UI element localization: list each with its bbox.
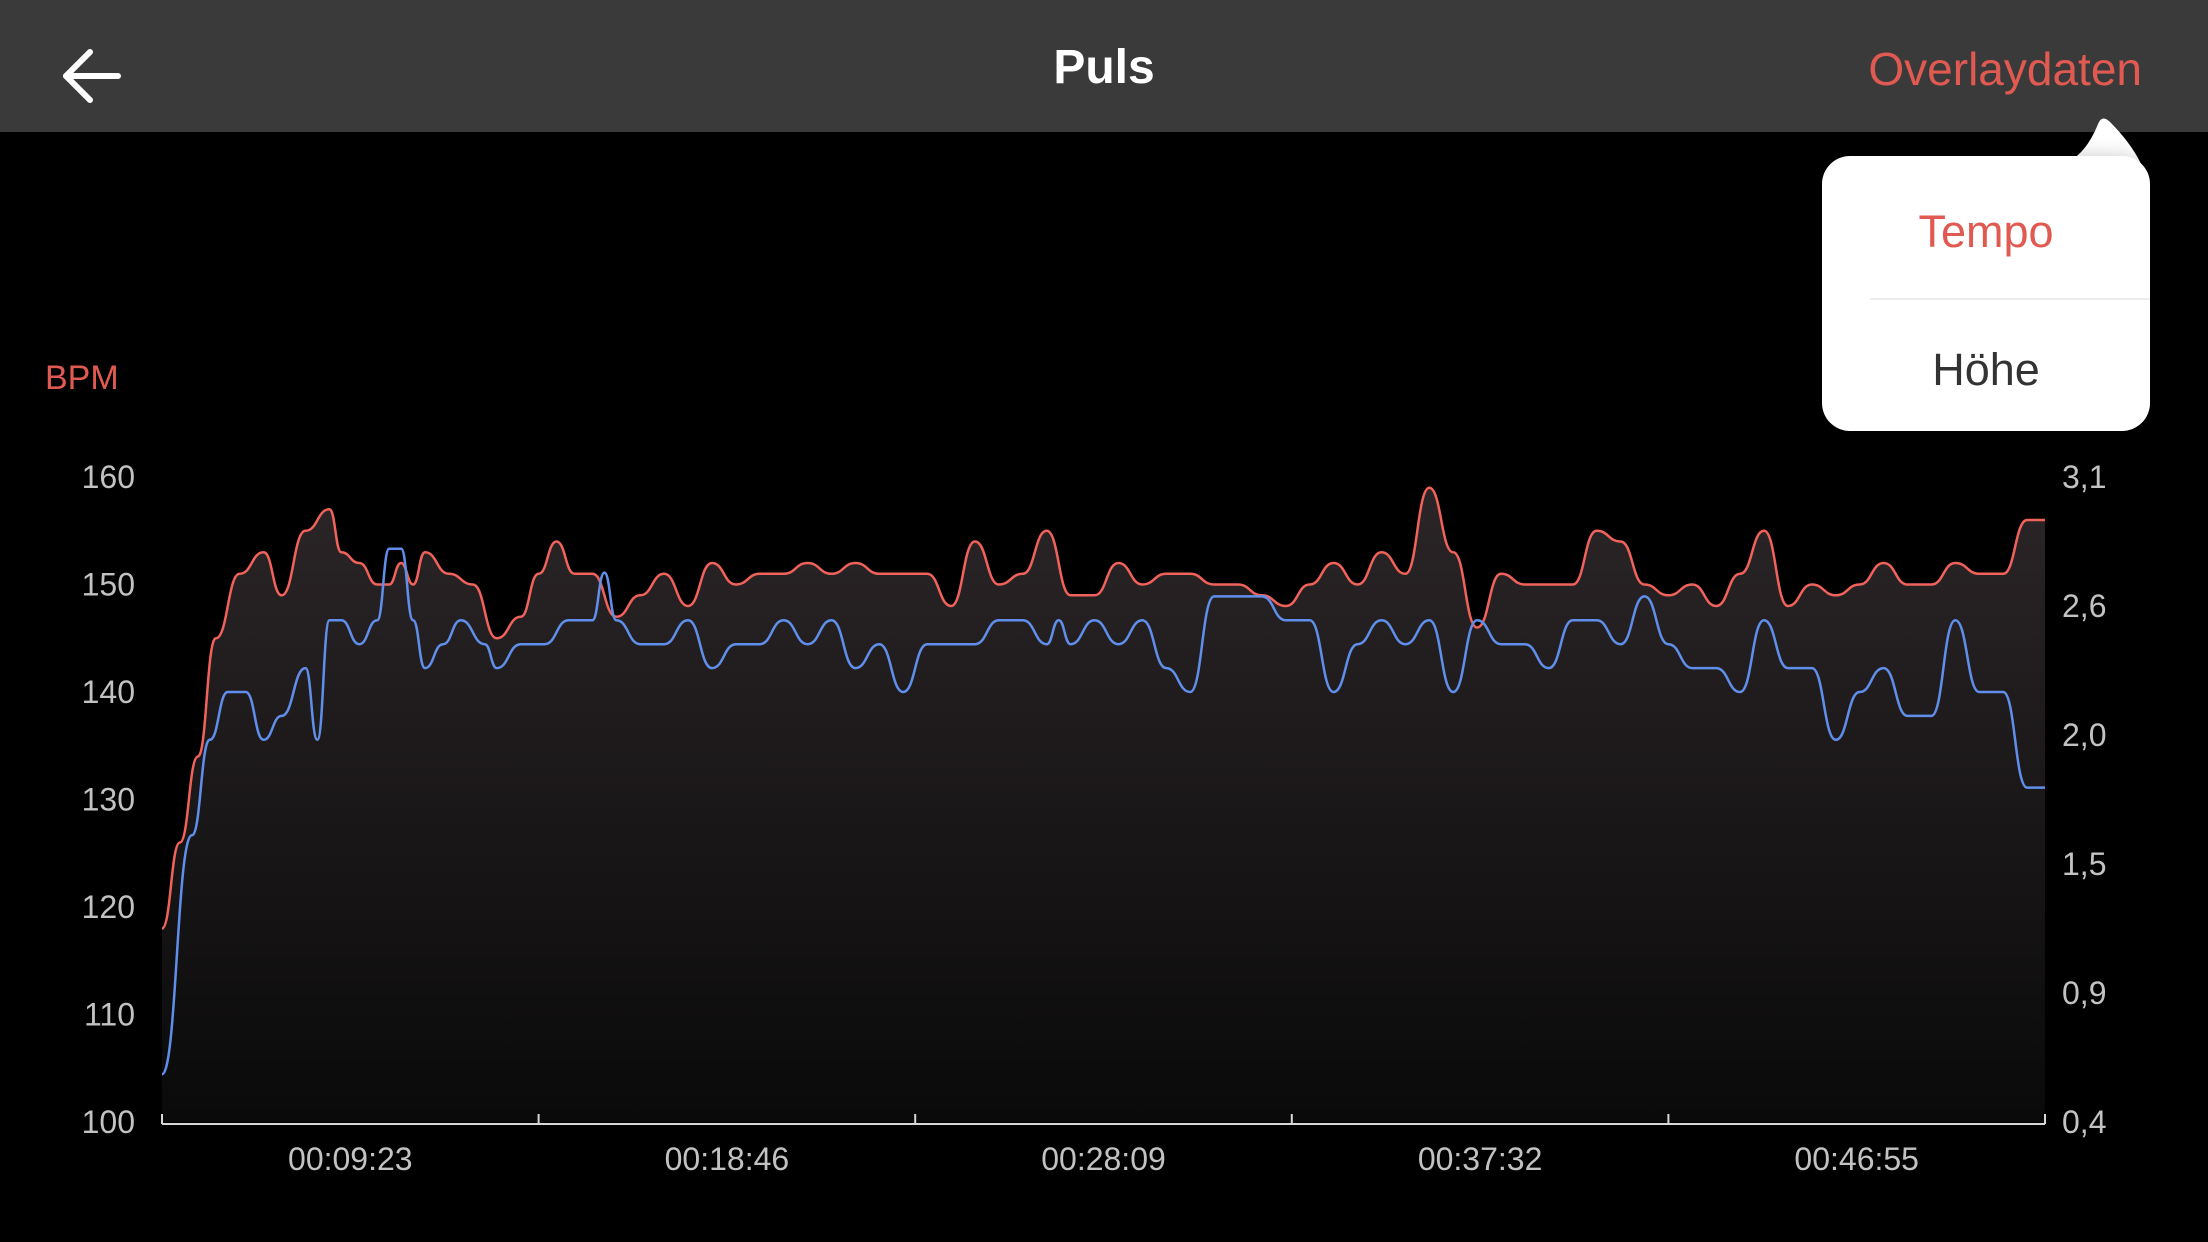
x-tick-label: 00:18:46 <box>665 1141 790 1177</box>
y-right-tick-label: 2,6 <box>2062 588 2106 624</box>
top-bar: Puls Overlaydaten <box>0 0 2208 132</box>
x-tick-label: 00:09:23 <box>288 1141 413 1177</box>
y-left-tick-label: 120 <box>82 889 135 925</box>
page-title: Puls <box>1053 41 1155 94</box>
y-right-tick-label: 0,4 <box>2062 1104 2106 1140</box>
x-tick-label: 00:28:09 <box>1041 1141 1166 1177</box>
y-left-tick-label: 140 <box>82 674 135 710</box>
heart-rate-chart: BPM 00:09:23 00:18:46 00:28:09 00:37:32 00:4… <box>45 359 2107 1177</box>
y-left-tick-label: 150 <box>82 567 135 603</box>
y-axis-left-label: BPM <box>45 359 119 397</box>
y-left-tick-label: 110 <box>84 997 135 1033</box>
pace-line <box>160 547 2045 1076</box>
heart-rate-line <box>160 486 2045 930</box>
axes: 00:09:23 00:18:46 00:28:09 00:37:32 00:46:55… <box>82 459 2107 1177</box>
y-right-tick-label: 3,1 <box>2062 459 2106 495</box>
menu-item-hoehe[interactable]: Höhe <box>1932 344 2040 395</box>
x-tick-label: 00:46:55 <box>1794 1141 1919 1177</box>
menu-item-tempo[interactable]: Tempo <box>1918 206 2054 257</box>
y-right-tick-label: 0,9 <box>2062 975 2106 1011</box>
y-right-tick-label: 2,0 <box>2062 717 2106 753</box>
y-left-tick-label: 160 <box>82 459 135 495</box>
y-left-tick-label: 100 <box>82 1104 135 1140</box>
back-button[interactable] <box>56 40 128 112</box>
y-right-tick-label: 1,5 <box>2062 846 2106 882</box>
x-tick-label: 00:37:32 <box>1418 1141 1543 1177</box>
arrow-left-icon <box>63 49 121 103</box>
overlay-data-button[interactable]: Overlaydaten <box>1868 43 2142 95</box>
heart-rate-area <box>162 487 2045 1122</box>
y-left-tick-label: 130 <box>82 782 135 818</box>
overlay-menu: Tempo Höhe <box>1822 156 2150 431</box>
popover-arrow <box>2052 118 2142 166</box>
menu-divider <box>1870 298 2150 300</box>
plot-area <box>160 486 2045 1122</box>
